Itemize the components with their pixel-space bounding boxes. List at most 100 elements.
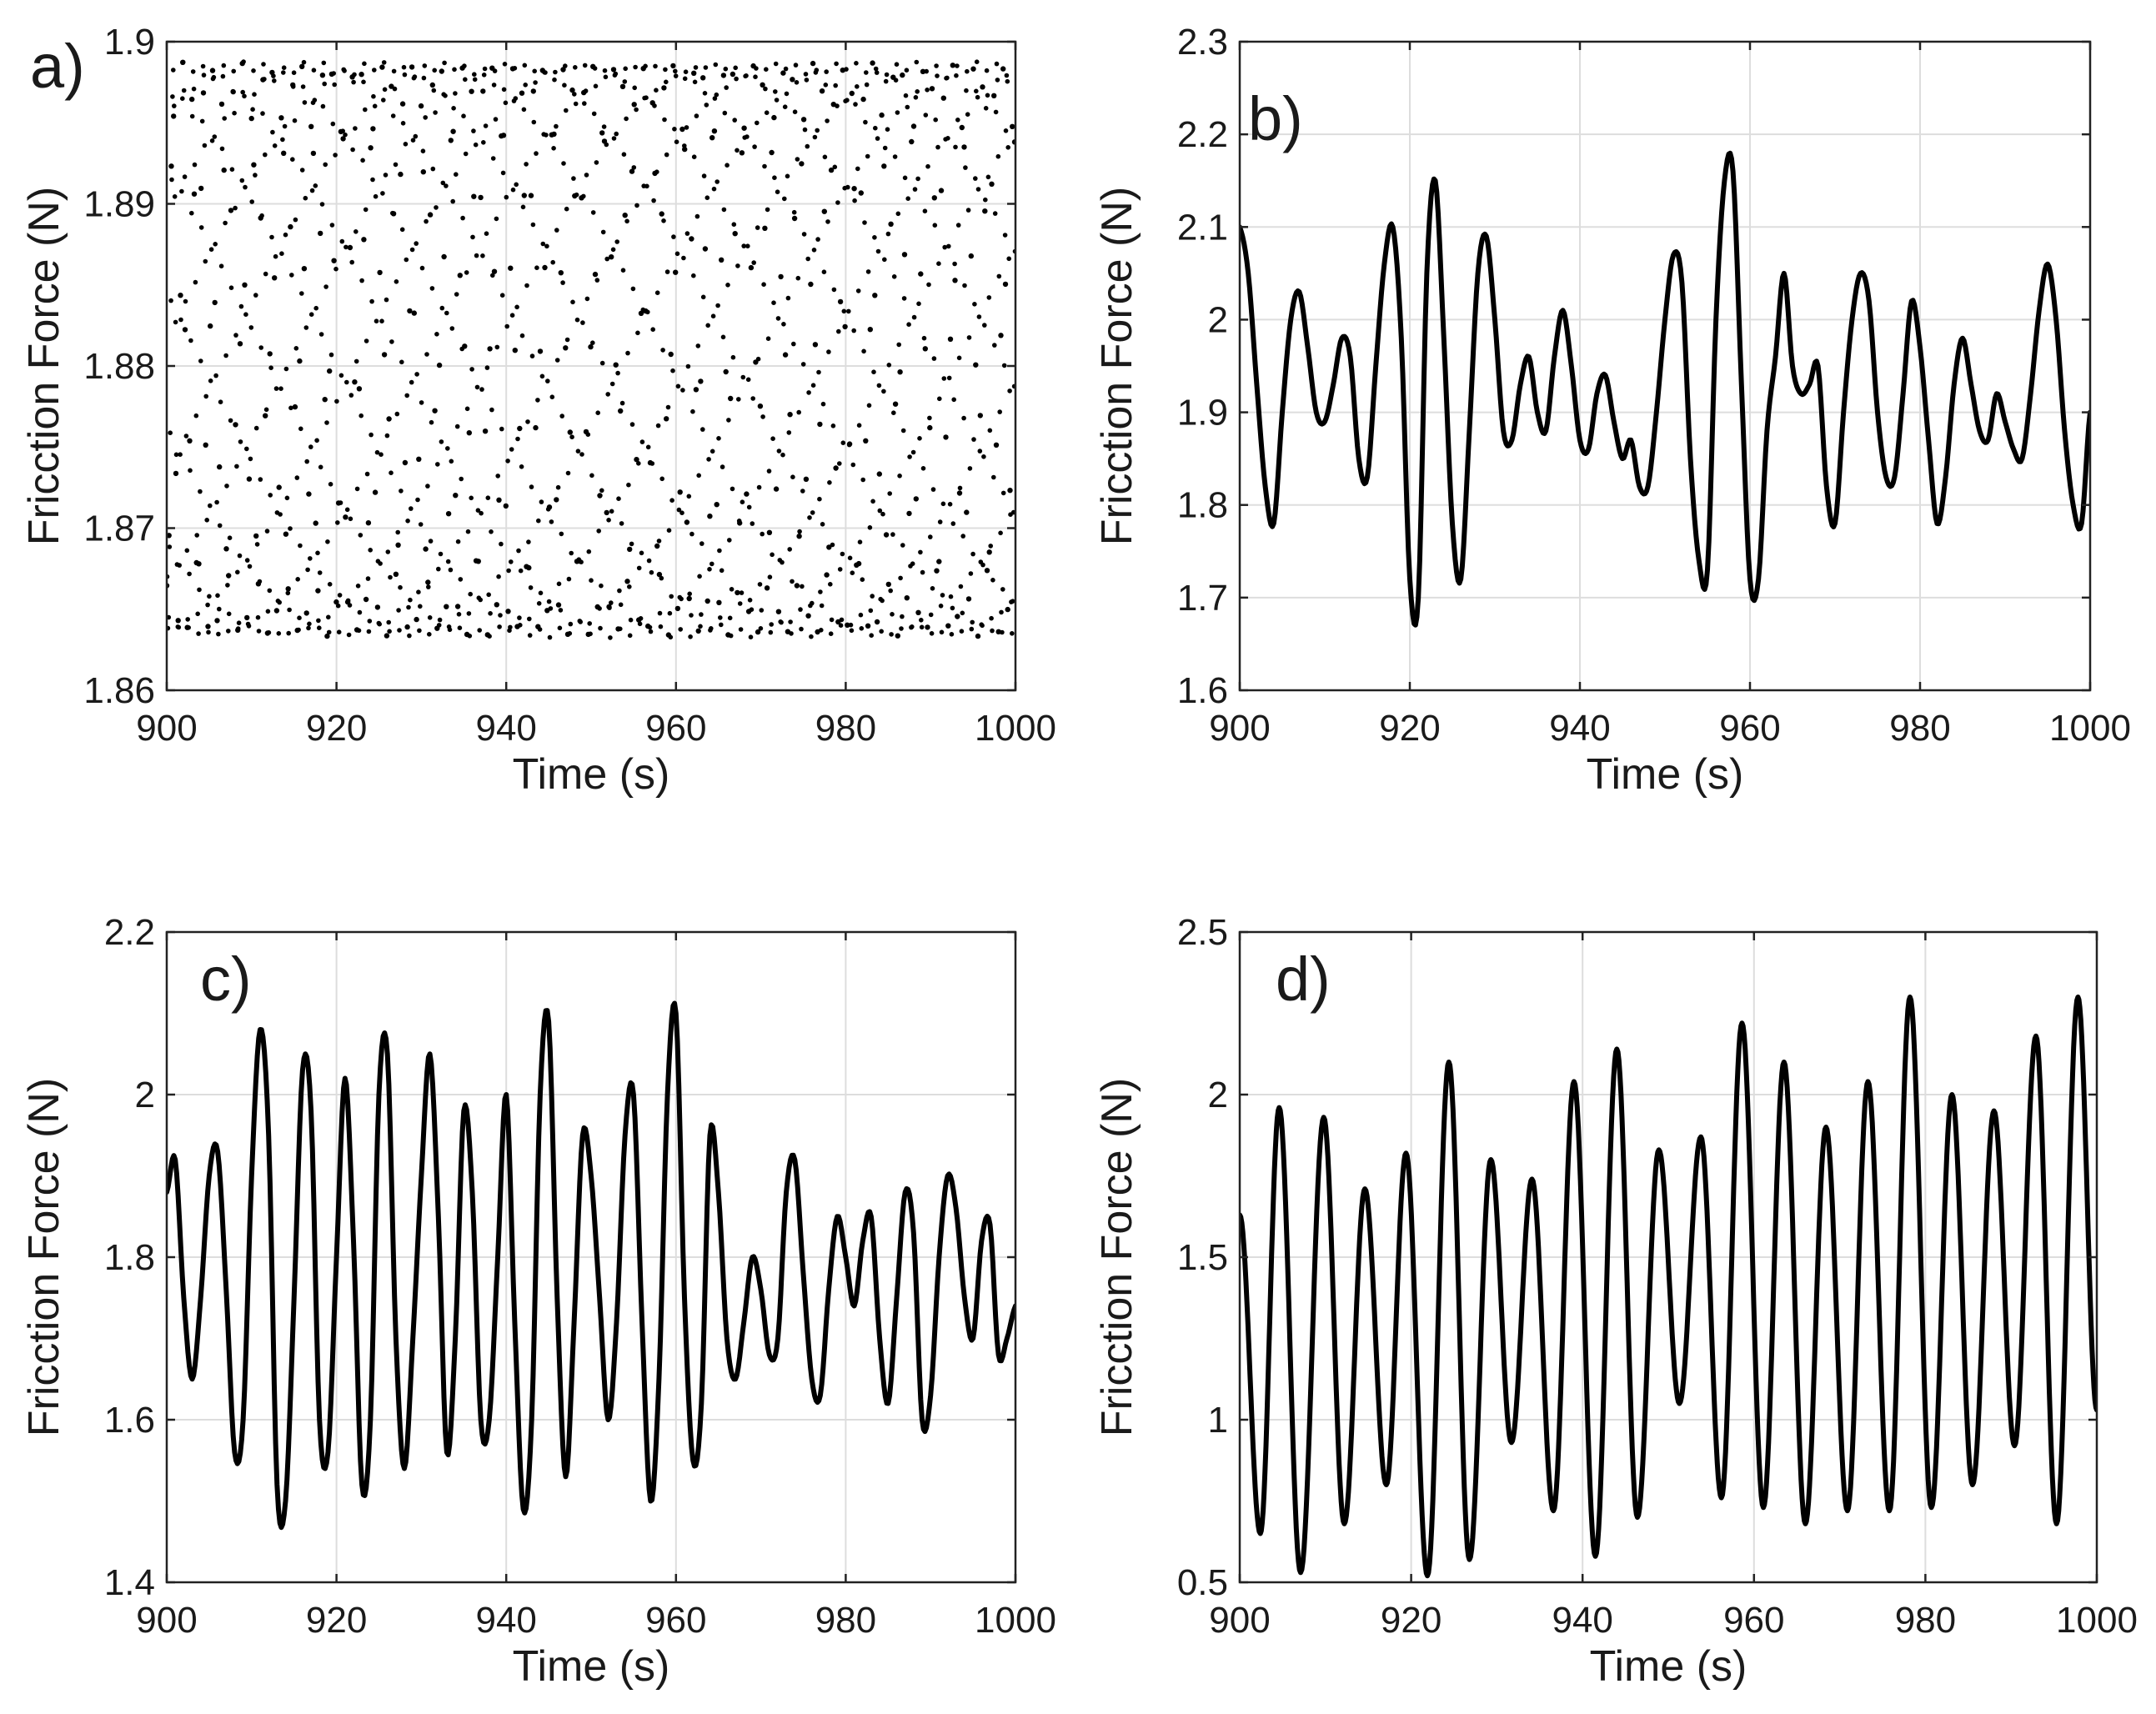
- panel-a-data-point: [560, 280, 565, 285]
- panel-a-data-point: [444, 604, 449, 609]
- panel-a-data-point: [898, 575, 903, 581]
- panel-a-data-point: [167, 544, 173, 549]
- panel-a-data-point: [915, 609, 921, 615]
- panel-a-data-point: [399, 489, 404, 494]
- panel-a-data-point: [326, 614, 331, 620]
- panel-a-data-point: [322, 397, 328, 403]
- panel-a-data-point: [283, 531, 289, 537]
- panel-a-data-point: [865, 623, 871, 629]
- panel-a-data-point: [917, 436, 922, 441]
- panel-a-data-point: [725, 283, 730, 288]
- panel-a-data-point: [802, 127, 808, 133]
- panel-a-data-point: [781, 322, 786, 327]
- panel-a-data-point: [960, 610, 965, 616]
- panel-a-data-point: [201, 73, 207, 78]
- panel-a-data-point: [399, 359, 404, 365]
- panel-a-data-point: [936, 261, 941, 267]
- panel-a-data-point: [682, 143, 687, 148]
- panel-a-data-point: [825, 219, 830, 224]
- panel-a-data-point: [180, 59, 186, 65]
- panel-a-data-point: [589, 578, 594, 583]
- panel-a-x-tick-label: 940: [475, 708, 536, 749]
- panel-a-data-point: [516, 548, 521, 554]
- panel-a-data-point: [353, 358, 359, 364]
- panel-a-data-point: [327, 368, 333, 374]
- panel-a-data-point: [352, 72, 357, 78]
- panel-a-data-point: [800, 117, 807, 123]
- panel-a-data-point: [638, 616, 644, 621]
- panel-a-data-point: [740, 499, 745, 504]
- panel-a-data-point: [329, 223, 335, 228]
- panel-a-data-point: [549, 394, 555, 400]
- panel-a-data-point: [718, 615, 723, 620]
- panel-a-data-point: [545, 378, 550, 383]
- panel-a-data-point: [888, 221, 894, 227]
- panel-a-data-point: [688, 634, 693, 639]
- panel-a-data-point: [533, 424, 539, 431]
- panel-a-data-point: [982, 208, 988, 214]
- panel-a-plot-area: [167, 59, 1015, 640]
- panel-a-data-point: [990, 628, 995, 634]
- panel-a-data-point: [619, 83, 626, 90]
- panel-a-data-point: [1000, 490, 1006, 496]
- panel-a-data-point: [849, 628, 855, 634]
- panel-c-x-axis-label: Time (s): [513, 1642, 670, 1691]
- panel-a-data-point: [503, 503, 509, 509]
- panel-a-data-point: [521, 193, 527, 198]
- panel-a-data-point: [1010, 599, 1015, 604]
- panel-a-data-point: [352, 379, 358, 385]
- panel-a-data-point: [826, 544, 832, 550]
- panel-a-data-point: [343, 132, 348, 138]
- panel-a-data-point: [728, 633, 734, 639]
- panel-a-data-point: [554, 228, 559, 233]
- panel-a-data-point: [489, 529, 494, 534]
- panel-a-data-point: [964, 509, 970, 515]
- panel-a-data-point: [574, 192, 579, 198]
- panel-a-data-point: [994, 61, 1000, 67]
- panel-a-data-point: [937, 519, 943, 524]
- panel-a-data-point: [237, 553, 243, 559]
- panel-a-data-point: [211, 74, 217, 80]
- panel-a-data-point: [964, 88, 969, 93]
- panel-a-data-point: [539, 373, 545, 379]
- panel-a-data-point: [955, 614, 960, 619]
- panel-a-data-point: [654, 290, 660, 296]
- panel-a-data-point: [820, 522, 825, 527]
- panel-a-data-point: [212, 134, 218, 139]
- panel-a-data-point: [560, 67, 566, 73]
- panel-a-data-point: [849, 90, 855, 97]
- panel-a-data-point: [422, 63, 428, 68]
- panel-a-data-point: [518, 623, 523, 628]
- panel-a-data-point: [703, 65, 709, 70]
- panel-a-data-point: [350, 147, 355, 153]
- panel-a-data-point: [770, 552, 775, 558]
- panel-a-data-point: [682, 76, 688, 82]
- panel-a-data-point: [601, 124, 607, 129]
- panel-a-data-point: [424, 352, 429, 357]
- panel-a-data-point: [883, 532, 890, 538]
- panel-a-data-point: [938, 188, 945, 193]
- panel-a-data-point: [386, 619, 392, 625]
- panel-a-data-point: [897, 369, 903, 375]
- panel-a-data-point: [874, 70, 880, 75]
- panel-a-data-point: [273, 608, 280, 614]
- panel-a-data-point: [879, 112, 885, 118]
- panel-a-data-point: [323, 284, 328, 289]
- panel-a-data-point: [880, 598, 885, 604]
- panel-a-data-point: [549, 519, 554, 524]
- panel-a-data-point: [788, 619, 793, 624]
- panel-a-data-point: [193, 279, 198, 285]
- panel-b-y-tick-label: 1.8: [1177, 485, 1228, 526]
- panel-a-data-point: [977, 449, 983, 454]
- panel-c-y-axis-label: Fricction Force (N): [20, 1078, 68, 1436]
- panel-a-data-point: [999, 609, 1004, 615]
- panel-a-data-point: [380, 191, 385, 196]
- panel-a-data-point: [895, 633, 901, 639]
- panel-a-data-point: [775, 189, 780, 194]
- panel-a-data-point: [615, 370, 620, 376]
- panel-a-data-point: [805, 143, 810, 149]
- panel-a-data-point: [404, 257, 409, 263]
- panel-a-data-point: [254, 542, 260, 547]
- panel-d-x-tick-label: 940: [1552, 1600, 1612, 1641]
- panel-a-data-point: [442, 60, 447, 66]
